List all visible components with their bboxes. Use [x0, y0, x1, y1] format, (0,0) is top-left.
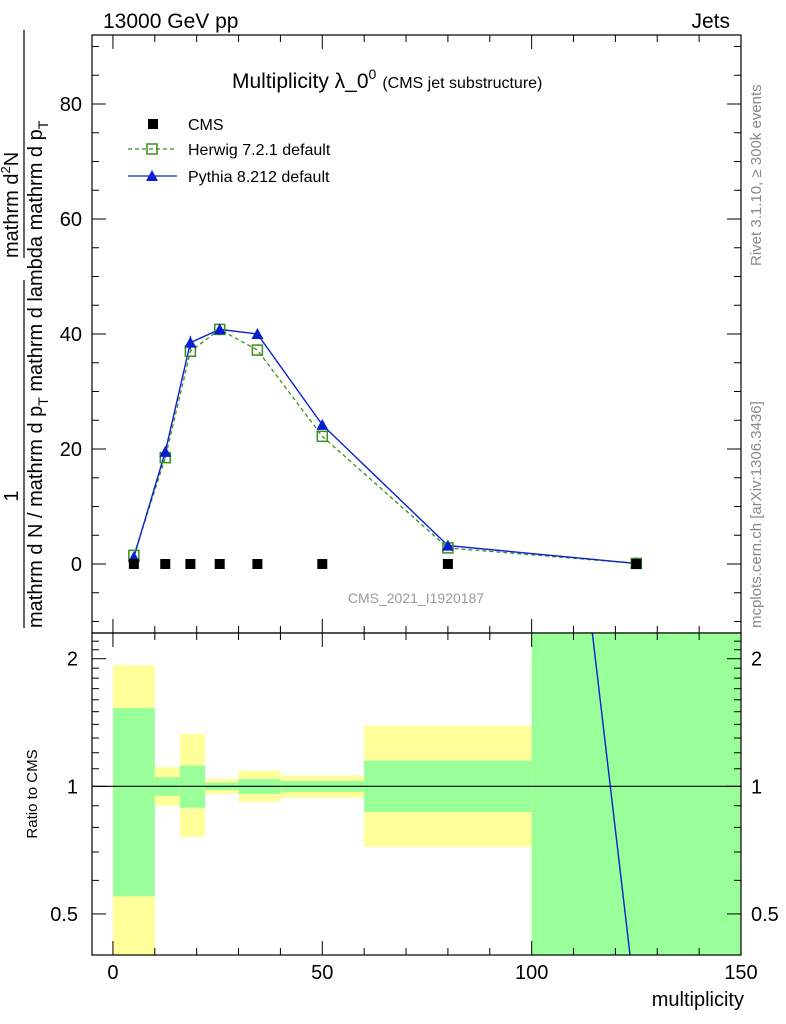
rivet-label: Rivet 3.1.10, ≥ 300k events: [748, 84, 765, 266]
ratio-ytick-label: 1: [67, 776, 78, 798]
main-series: [127, 323, 643, 570]
pythia-ratio-line: [591, 632, 631, 956]
cms-point: [214, 559, 225, 569]
main-ytick-label: 20: [60, 439, 82, 461]
ratio-band-inner: [531, 633, 741, 955]
ratio-ytick-label: 2: [67, 649, 78, 671]
ratio-ytick-label: 0.5: [50, 904, 78, 926]
herwig-point: [251, 344, 264, 356]
pythia-point: [316, 418, 329, 430]
watermark: CMS_2021_I1920187: [348, 590, 484, 606]
herwig-point: [184, 345, 197, 357]
ratio-ticks: 0.5 0.5 1 1 2 2 0 50 100 150: [50, 633, 779, 984]
cms-point: [160, 559, 171, 569]
ratio-ytick-label-right: 2: [751, 649, 762, 671]
pythia-point: [159, 445, 172, 457]
legend-cms-marker: [148, 119, 158, 129]
header-process: 13000 GeV pp: [103, 10, 238, 33]
cms-point: [185, 559, 196, 569]
ratio-xtick-label: 50: [311, 962, 333, 984]
ratio-panel: 0.5 0.5 1 1 2 2 0 50 100 150 Ratio to CMS multipl…: [24, 632, 779, 1011]
ylabel-one: 1: [1, 490, 23, 501]
main-ytick-label: 80: [60, 94, 82, 116]
ratio-ylabel: Ratio to CMS: [24, 749, 41, 838]
herwig-line: [133, 328, 637, 565]
cms-point: [317, 559, 328, 569]
legend-pythia-label: Pythia 8.212 default: [188, 169, 330, 186]
ratio-xtick-label: 150: [724, 962, 757, 984]
legend-herwig-marker: [146, 143, 158, 155]
pythia-line: [133, 328, 637, 565]
ylabel-fraction-numerator: mathrm d2N: [0, 152, 23, 258]
main-ytick-label: 0: [71, 554, 82, 576]
main-panel: 0 20 40 60 80 Multiplicity λ_00(CMS jet subs…: [0, 30, 742, 634]
legend-cms-label: CMS: [188, 117, 224, 134]
header-category: Jets: [691, 10, 730, 33]
main-ytick-label: 60: [60, 209, 82, 231]
pythia-point: [251, 328, 264, 339]
main-ylabel: 1 mathrm d N / mathrm d pT mathrm d lamb…: [0, 30, 51, 628]
main-title: Multiplicity λ_00(CMS jet substructure): [232, 66, 542, 93]
ratio-band-inner: [112, 708, 155, 897]
legend-herwig-label: Herwig 7.2.1 default: [188, 142, 331, 159]
pythia-point: [213, 323, 226, 335]
main-ytick-label: 40: [60, 324, 82, 346]
mcplots-label: mcplots.cern.ch [arXiv:1306.3436]: [748, 401, 765, 628]
ratio-frame: [91, 632, 742, 956]
ratio-xlabel: multiplicity: [652, 989, 744, 1011]
ratio-ytick-label-right: 1: [751, 776, 762, 798]
legend-pythia-marker: [146, 170, 158, 181]
main-ticks: 0 20 40 60 80: [60, 35, 742, 633]
cms-point: [631, 559, 642, 569]
herwig-point: [316, 430, 329, 443]
cms-point: [128, 559, 139, 569]
cms-point: [442, 559, 453, 569]
ratio-ytick-label-right: 0.5: [751, 904, 779, 926]
pythia-point: [441, 539, 454, 551]
cms-point: [252, 559, 263, 569]
pythia-point: [184, 336, 197, 348]
ylabel-denominator: mathrm d N / mathrm d pT mathrm d lambda…: [25, 120, 51, 628]
ratio-bands: [92, 632, 741, 956]
ratio-xtick-label: 100: [515, 962, 548, 984]
legend: CMS Herwig 7.2.1 default Pythia 8.212 de…: [128, 117, 331, 186]
ratio-xtick-label: 0: [107, 962, 118, 984]
